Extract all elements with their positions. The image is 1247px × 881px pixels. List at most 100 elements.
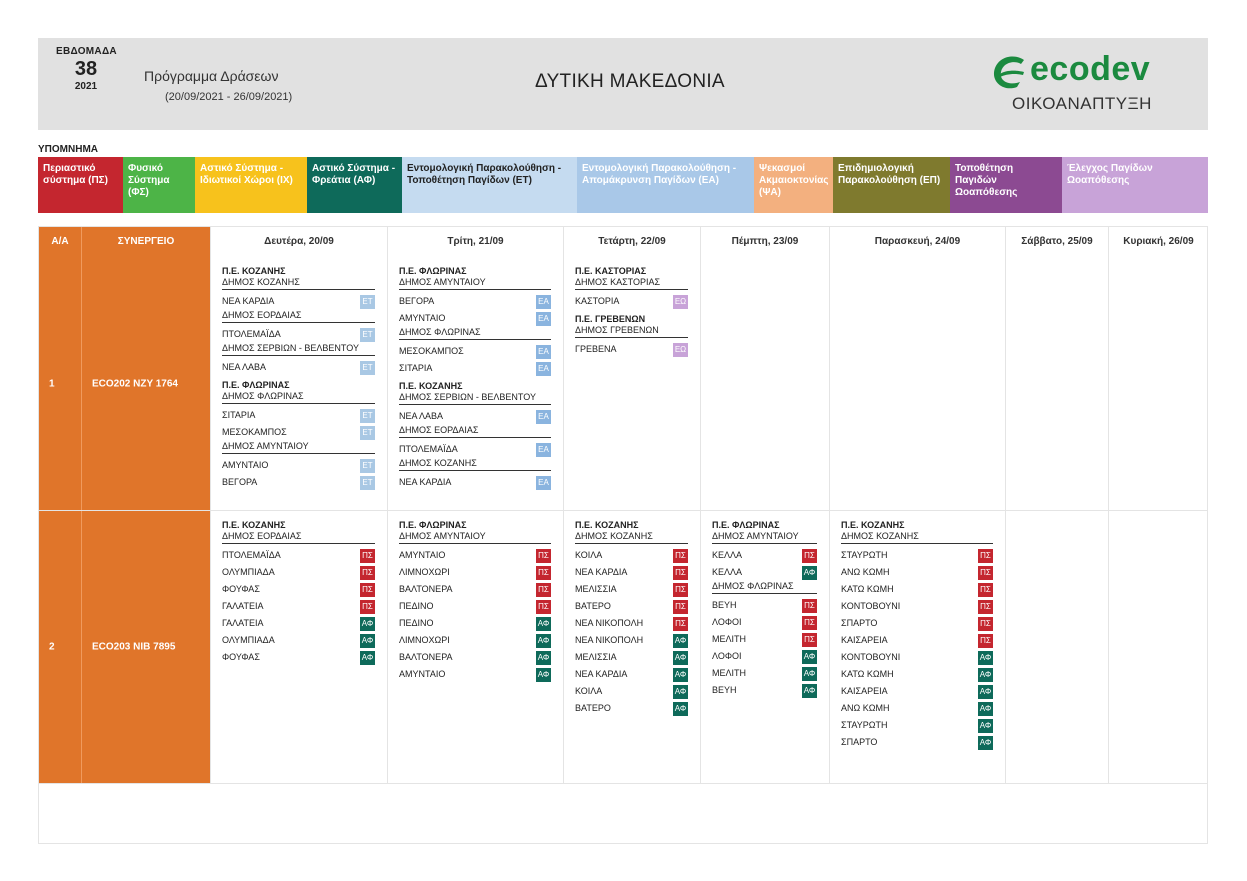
location-entry: ΝΕΑ ΛΑΒΑ ΕΑ bbox=[399, 408, 551, 425]
location-entry: ΚΑΙΣΑΡΕΙΑ ΠΣ bbox=[841, 632, 993, 649]
location-name: ΑΝΩ ΚΩΜΗ bbox=[841, 703, 890, 713]
activity-tag: ΕΤ bbox=[360, 425, 375, 440]
location-entry: ΚΕΛΛΑ ΑΦ bbox=[712, 564, 817, 581]
row-vehicle: ECO202 NZY 1764 bbox=[81, 257, 210, 510]
location-name: ΣΙΤΑΡΙΑ bbox=[222, 410, 256, 420]
location-name: ΑΝΩ ΚΩΜΗ bbox=[841, 567, 890, 577]
activity-tag: ΑΦ bbox=[978, 684, 993, 699]
location-name: ΒΕΓΟΡΑ bbox=[222, 477, 258, 487]
activity-tag: ΠΣ bbox=[360, 548, 375, 563]
location-name: ΣΙΤΑΡΙΑ bbox=[399, 363, 433, 373]
activity-tag: ΠΣ bbox=[673, 548, 688, 563]
location-name: ΚΕΛΛΑ bbox=[712, 567, 743, 577]
activity-tag: ΑΦ bbox=[802, 683, 817, 698]
location-name: ΠΤΟΛΕΜΑΪΔΑ bbox=[222, 329, 281, 339]
location-name: ΣΠΑΡΤΟ bbox=[841, 737, 878, 747]
location-name: ΓΡΕΒΕΝΑ bbox=[575, 344, 617, 354]
legend-item: Αστικό Σύστημα - Φρεάτια (ΑΦ) bbox=[307, 157, 402, 213]
activity-tag: ΠΣ bbox=[673, 565, 688, 580]
activity-tag: ΕΩ bbox=[673, 294, 688, 309]
location-entry: ΦΟΥΦΑΣ ΠΣ bbox=[222, 581, 375, 598]
activity-tag: ΑΦ bbox=[673, 667, 688, 682]
legend-item: Έλεγχος Παγίδων Ωοαπόθεσης bbox=[1062, 157, 1208, 213]
location-entry: ΒΕΥΗ ΠΣ bbox=[712, 597, 817, 614]
location-name: ΑΜΥΝΤΑΙΟ bbox=[222, 460, 269, 470]
activity-tag: ΕΑ bbox=[536, 344, 551, 359]
location-entry: ΚΑΤΩ ΚΩΜΗ ΑΦ bbox=[841, 666, 993, 683]
table-row: 2 ECO203 NIB 7895 Π.Ε. ΚΟΖΑΝΗΣ ΔΗΜΟΣ ΕΟΡΔ… bbox=[39, 511, 1207, 783]
location-name: ΚΟΙΛΑ bbox=[575, 550, 603, 560]
activity-tag: ΠΣ bbox=[978, 565, 993, 580]
activity-tag: ΑΦ bbox=[360, 616, 375, 631]
location-entry: ΠΕΔΙΝΟ ΑΦ bbox=[399, 615, 551, 632]
municipality-heading: ΔΗΜΟΣ ΚΑΣΤΟΡΙΑΣ bbox=[575, 277, 688, 290]
location-name: ΦΟΥΦΑΣ bbox=[222, 584, 260, 594]
row-vehicle-text: ECO203 NIB 7895 bbox=[92, 641, 176, 653]
location-name: ΝΕΑ ΚΑΡΔΙΑ bbox=[222, 296, 275, 306]
week-label: ΕΒΔΟΜΑΔΑ bbox=[56, 46, 117, 57]
location-entry: ΝΕΑ ΝΙΚΟΠΟΛΗ ΠΣ bbox=[575, 615, 688, 632]
activity-tag: ΠΣ bbox=[360, 599, 375, 614]
activity-tag: ΑΦ bbox=[360, 633, 375, 648]
location-entry: ΣΤΑΥΡΩΤΗ ΠΣ bbox=[841, 547, 993, 564]
location-name: ΝΕΑ ΝΙΚΟΠΟΛΗ bbox=[575, 618, 644, 628]
activity-tag: ΕΤ bbox=[360, 360, 375, 375]
location-name: ΦΟΥΦΑΣ bbox=[222, 652, 260, 662]
location-name: ΚΟΙΛΑ bbox=[575, 686, 603, 696]
regional-unit-heading: Π.Ε. ΦΛΩΡΙΝΑΣ bbox=[712, 520, 780, 530]
location-name: ΜΕΛΙΤΗ bbox=[712, 634, 747, 644]
location-entry: ΚΟΙΛΑ ΠΣ bbox=[575, 547, 688, 564]
activity-tag: ΑΦ bbox=[536, 667, 551, 682]
activity-tag: ΑΦ bbox=[673, 701, 688, 716]
table-row: 1 ECO202 NZY 1764 Π.Ε. ΚΟΖΑΝΗΣ ΔΗΜΟΣ ΚΟΖΑ… bbox=[39, 257, 1207, 510]
location-name: ΜΕΣΟΚΑΜΠΟΣ bbox=[399, 346, 464, 356]
location-name: ΒΕΓΟΡΑ bbox=[399, 296, 435, 306]
activity-tag: ΕΑ bbox=[536, 442, 551, 457]
activity-tag: ΑΦ bbox=[536, 650, 551, 665]
day-cell bbox=[1005, 511, 1108, 783]
day-cell bbox=[1005, 257, 1108, 510]
row-vehicle-text: ECO202 NZY 1764 bbox=[92, 378, 178, 389]
location-entry: ΠΤΟΛΕΜΑΪΔΑ ΕΤ bbox=[222, 326, 375, 343]
day-cell: Π.Ε. ΚΟΖΑΝΗΣ ΔΗΜΟΣ ΚΟΖΑΝΗΣ ΣΤΑΥΡΩΤΗ ΠΣ ΑΝΩ Κ… bbox=[829, 511, 1005, 783]
activity-tag: ΑΦ bbox=[978, 718, 993, 733]
location-name: ΠΤΟΛΕΜΑΪΔΑ bbox=[399, 444, 458, 454]
day-cell: Π.Ε. ΦΛΩΡΙΝΑΣ ΔΗΜΟΣ ΑΜΥΝΤΑΙΟΥ ΑΜΥΝΤΑΙΟ ΠΣ ΛΙ… bbox=[387, 511, 563, 783]
day-cell bbox=[700, 257, 829, 510]
location-name: ΜΕΛΙΤΗ bbox=[712, 668, 747, 678]
activity-tag: ΠΣ bbox=[978, 582, 993, 597]
location-name: ΝΕΑ ΚΑΡΔΙΑ bbox=[575, 567, 628, 577]
location-entry: ΜΕΛΙΣΣΙΑ ΑΦ bbox=[575, 649, 688, 666]
location-name: ΜΕΛΙΣΣΙΑ bbox=[575, 584, 617, 594]
activity-tag: ΕΑ bbox=[536, 311, 551, 326]
header-day-sun: Κυριακή, 26/09 bbox=[1108, 227, 1208, 257]
location-name: ΠΕΔΙΝΟ bbox=[399, 618, 434, 628]
municipality-heading: ΔΗΜΟΣ ΚΟΖΑΝΗΣ bbox=[575, 531, 688, 544]
location-name: ΑΜΥΝΤΑΙΟ bbox=[399, 669, 446, 679]
municipality-heading: ΔΗΜΟΣ ΚΟΖΑΝΗΣ bbox=[841, 531, 993, 544]
legend-title: ΥΠΟΜΝΗΜΑ bbox=[38, 144, 98, 155]
activity-tag: ΠΣ bbox=[536, 548, 551, 563]
location-entry: ΒΑΤΕΡΟ ΑΦ bbox=[575, 700, 688, 717]
activity-tag: ΕΤ bbox=[360, 327, 375, 342]
activity-tag: ΠΣ bbox=[673, 616, 688, 631]
location-name: ΛΙΜΝΟΧΩΡΙ bbox=[399, 567, 450, 577]
activity-tag: ΑΦ bbox=[802, 666, 817, 681]
row-aa: 1 bbox=[39, 257, 81, 510]
location-entry: ΛΟΦΟΙ ΠΣ bbox=[712, 614, 817, 631]
municipality-heading: ΔΗΜΟΣ ΕΟΡΔΑΙΑΣ bbox=[222, 531, 375, 544]
location-entry: ΛΟΦΟΙ ΑΦ bbox=[712, 648, 817, 665]
legend: Περιαστικό σύστημα (ΠΣ) Φυσικό Σύστημα (Φ… bbox=[38, 157, 1208, 213]
location-entry: ΣΙΤΑΡΙΑ ΕΑ bbox=[399, 360, 551, 377]
municipality-heading: ΔΗΜΟΣ ΓΡΕΒΕΝΩΝ bbox=[575, 325, 688, 338]
legend-item: Εντομολογική Παρακολούθηση - Απομάκρυνση… bbox=[577, 157, 754, 213]
row-divider bbox=[39, 510, 1207, 511]
activity-tag: ΑΦ bbox=[536, 633, 551, 648]
program-title: Πρόγραμμα Δράσεων bbox=[144, 68, 279, 84]
header-day-thu: Πέμπτη, 23/09 bbox=[700, 227, 829, 257]
legend-item: Αστικό Σύστημα - Ιδιωτικοί Χώροι (ΙΧ) bbox=[195, 157, 307, 213]
activity-tag: ΑΦ bbox=[673, 684, 688, 699]
regional-unit-heading: Π.Ε. ΓΡΕΒΕΝΩΝ bbox=[575, 314, 646, 324]
location-name: ΟΛΥΜΠΙΑΔΑ bbox=[222, 635, 275, 645]
activity-tag: ΑΦ bbox=[802, 649, 817, 664]
